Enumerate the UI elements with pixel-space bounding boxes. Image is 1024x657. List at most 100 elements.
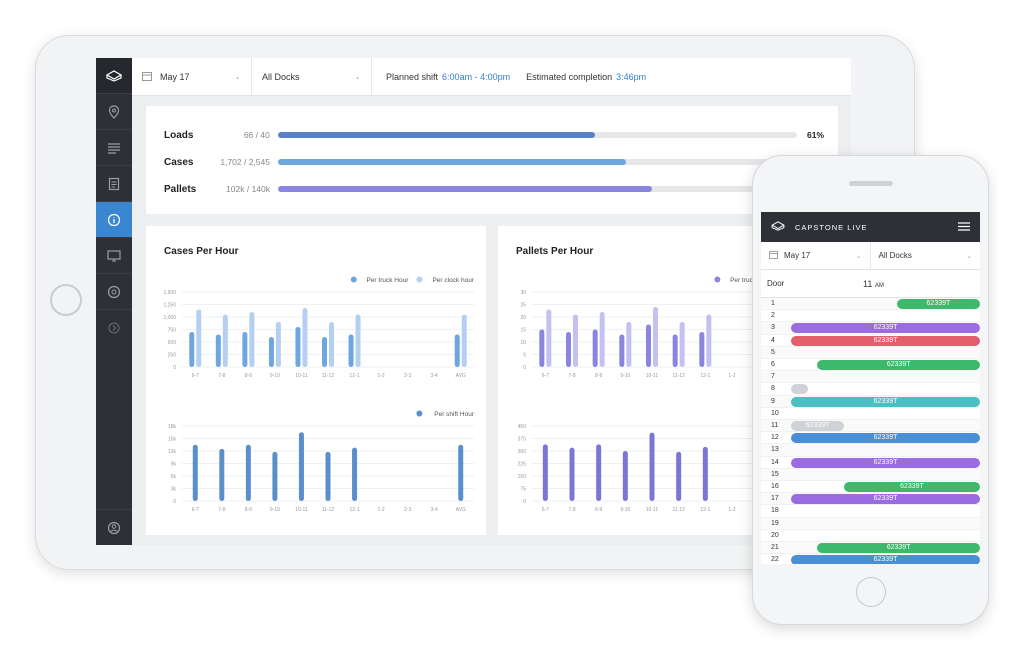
bar [542,444,548,501]
door-number: 12 [771,434,779,442]
bar [325,451,331,501]
y-tick-label: 300 [518,449,527,455]
load-bar[interactable]: 62339T [791,323,980,334]
y-tick-label: 0 [523,499,526,505]
x-tick-label: 10-11 [295,507,308,513]
monitor-icon[interactable] [96,238,132,274]
y-tick-label: 9k [171,462,177,468]
phone-date-picker[interactable]: May 17 ⌄ [761,242,871,269]
load-bar[interactable]: 62339T [817,543,980,553]
phone-header: CAPSTONE LIVE [761,212,980,242]
x-tick-label: 10-11 [646,373,659,379]
bar [566,332,571,367]
x-tick-label: 6-7 [192,373,199,379]
x-tick-label: AVG [456,373,466,379]
date-value: May 17 [160,71,190,82]
y-tick-label: 6k [171,474,177,480]
app-title: CAPSTONE LIVE [795,222,868,232]
progress-fill [278,159,627,165]
door-column-label: Door [767,279,785,288]
legend-label: Per shift Hour [434,411,475,418]
tablet-home-button[interactable] [50,284,82,316]
x-tick-label: 11-12 [322,507,335,513]
x-tick-label: AVG [456,507,466,513]
load-bar[interactable] [791,384,808,395]
y-tick-label: 3k [171,487,177,493]
load-bar[interactable]: 62339T [791,335,980,346]
load-bar[interactable]: 62339T [791,494,980,505]
door-row: 14 [761,457,980,469]
bar [268,337,274,367]
bar [352,447,358,501]
info-icon[interactable] [96,202,132,238]
y-tick-label: 12k [168,449,177,455]
progress-label: Pallets [164,183,197,195]
x-tick-label: 2-3 [404,373,411,379]
docks-value: All Docks [262,71,300,82]
bar [599,312,605,367]
y-tick-label: 0 [173,499,176,505]
schedule-header: Door 11 AM [761,270,980,298]
load-bar[interactable]: 62339T [843,482,980,492]
schedule-grid: 1 2 3 4 5 6 7 8 9 10 11 12 13 14 15 16 17 18 19 20 21 22 62339… [761,298,980,564]
progress-track [278,186,798,192]
calendar-icon [769,250,778,261]
door-row: 16 [761,481,980,494]
phone-device: CAPSTONE LIVE May 17 ⌄ All Docks ⌄ Door … [752,155,989,625]
load-bar[interactable]: 62339T [791,433,980,444]
load-bar[interactable]: 62339T [791,421,844,431]
phone-home-button[interactable] [856,577,886,607]
door-row: 5 [761,346,980,359]
cases-chart: 0 250 500 750 1,000 1,250 1,500 6-7 7-8 8-9 9-10 10… [163,276,475,513]
bar [245,444,251,501]
y-tick-label: 30 [520,290,526,296]
bar [348,334,354,367]
estimated-completion-label: Estimated completion [526,71,613,82]
user-icon[interactable] [96,509,132,545]
legend-swatch [416,410,423,417]
chevron-right-icon[interactable] [96,310,132,346]
list-icon[interactable] [96,130,132,166]
door-number: 11 [771,422,779,429]
x-tick-label: 8-9 [245,373,252,379]
cases-chart-card: Cases Per Hour 0 250 500 750 1,000 1,250 1,500… [146,226,486,535]
legend-label: Per truck Hour [366,277,409,284]
bar [189,332,195,367]
y-tick-label: 1,500 [163,290,176,296]
bar [249,312,255,367]
load-bar[interactable]: 62339T [791,396,980,407]
progress-fill [278,186,653,192]
logo-icon[interactable] [96,58,132,94]
hamburger-menu-icon[interactable] [958,221,970,233]
bar [622,451,628,501]
door-number: 10 [771,409,779,417]
legend-swatch [714,276,721,283]
progress-track [278,159,798,165]
x-tick-label: 3-4 [431,507,438,513]
bar [222,314,228,367]
x-tick-label: 12-1 [350,373,360,379]
bar [192,444,198,501]
bar [619,334,625,367]
x-tick-label: 9-10 [270,373,280,379]
load-bar[interactable]: 62339T [896,299,980,309]
phone-docks-select[interactable]: All Docks ⌄ [871,242,981,269]
progress-track [277,132,797,138]
bar [539,329,545,367]
load-bar[interactable]: 62339T [791,555,980,564]
y-tick-label: 15 [520,328,526,334]
x-tick-label: 8-9 [595,373,602,379]
document-icon[interactable] [96,166,132,202]
date-picker[interactable]: May 17 ⌄ [132,58,252,96]
location-pin-icon[interactable] [96,94,132,130]
door-number: 7 [771,373,775,381]
docks-select[interactable]: All Docks ⌄ [252,58,372,96]
x-tick-label: 9-10 [620,373,630,379]
load-bar[interactable]: 62339T [817,360,980,370]
bar [461,314,467,367]
x-tick-label: 11-12 [672,373,685,379]
load-bar[interactable]: 62339T [791,457,980,468]
estimated-completion: Estimated completion 3:46pm [510,72,646,82]
gear-icon[interactable] [96,274,132,310]
progress-percent: 61% [806,130,824,140]
